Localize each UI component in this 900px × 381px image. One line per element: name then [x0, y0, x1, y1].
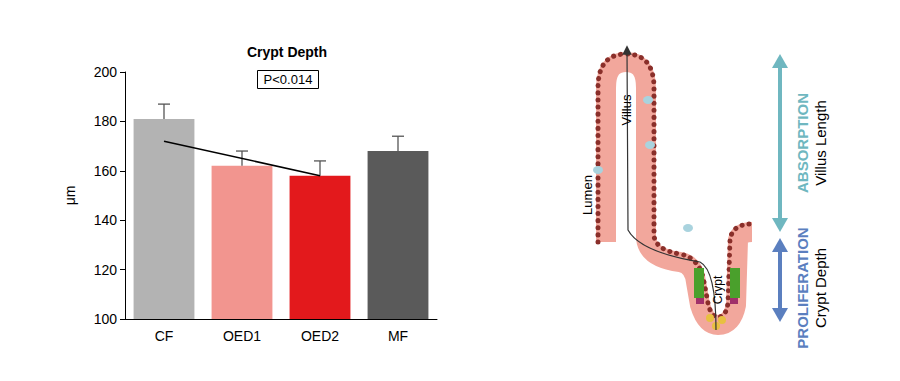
svg-text:P<0.014: P<0.014 [264, 72, 313, 87]
svg-text:Crypt Depth: Crypt Depth [812, 248, 829, 328]
svg-text:ABSORPTION: ABSORPTION [794, 93, 811, 193]
svg-text:140: 140 [94, 212, 118, 228]
svg-text:Crypt: Crypt [711, 275, 725, 304]
svg-text:120: 120 [94, 262, 118, 278]
svg-text:160: 160 [94, 163, 118, 179]
svg-text:180: 180 [94, 113, 118, 129]
svg-text:Villus: Villus [619, 94, 634, 125]
svg-text:MF: MF [388, 328, 408, 344]
svg-text:PROLIFERATION: PROLIFERATION [794, 227, 811, 348]
svg-text:OED1: OED1 [223, 328, 261, 344]
svg-text:CF: CF [155, 328, 174, 344]
svg-text:OED2: OED2 [301, 328, 339, 344]
svg-text:Villus Length: Villus Length [812, 100, 829, 186]
svg-text:Crypt Depth: Crypt Depth [247, 44, 327, 60]
svg-text:100: 100 [94, 311, 118, 327]
svg-text:μm: μm [62, 186, 78, 206]
svg-text:200: 200 [94, 64, 118, 80]
svg-text:Lumen: Lumen [580, 175, 595, 215]
